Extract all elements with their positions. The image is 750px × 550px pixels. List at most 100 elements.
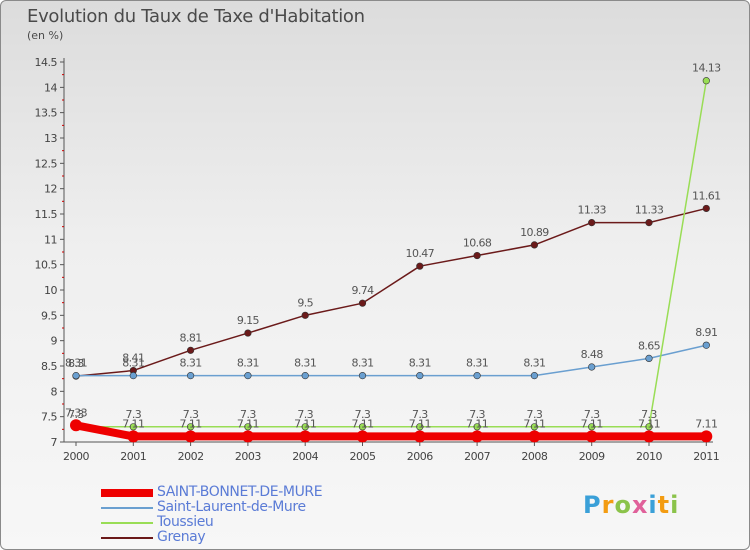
legend-item-toussieu: Toussieu [101,515,322,530]
data-label: 8.81 [180,331,202,344]
x-tick-label: 2001 [120,450,146,463]
data-label: 7.3 [183,408,199,421]
y-tick-label: 7.5 [41,411,57,424]
data-point [530,423,539,431]
data-point [416,423,424,431]
data-point [241,430,254,443]
data-point [643,430,655,443]
legend-label-saint-bonnet-de-mure: SAINT-BONNET-DE-MURE [157,484,323,500]
y-tick-label: 13.5 [35,107,58,120]
data-label: 8.31 [466,357,488,370]
data-label: 11.33 [577,204,606,217]
data-point [127,430,140,443]
x-tick-label: 2011 [693,450,719,463]
y-tick-label: 12.5 [35,157,58,170]
data-label: 8.31 [122,357,144,370]
y-tick-label: 11 [44,233,57,246]
legend-label-toussieu: Toussieu [157,514,214,530]
data-point [358,423,367,431]
chart-legend: SAINT-BONNET-DE-MURE Saint-Laurent-de-Mu… [101,484,323,545]
data-point [358,299,367,307]
logo-letter: P [583,491,602,519]
data-label: 7.11 [409,417,431,430]
legend-swatch-grenay [101,536,153,539]
data-point [187,423,195,431]
data-label: 11.33 [635,204,664,217]
chart-subtitle: (en %) [27,29,64,42]
data-label: 7.11 [294,417,316,430]
data-label: 8.91 [695,326,717,339]
data-point [702,341,710,349]
data-label: 7.3 [125,408,141,421]
data-point [413,430,426,443]
data-label: 10.89 [520,226,549,239]
legend-item-saint-laurent-de-mure: Saint-Laurent-de-Mure [101,500,322,515]
data-point [530,241,539,249]
data-point [588,363,596,371]
data-point [645,423,653,431]
x-tick-label: 2008 [521,450,547,463]
data-point [588,219,596,227]
logo-letter: r [601,491,615,519]
logo-letter: t [657,491,671,519]
logo-letter: o [614,491,632,519]
data-label: 8.65 [638,339,661,352]
data-label: 7.33 [65,406,88,419]
legend-swatch-saint-laurent-de-mure [101,506,153,509]
data-label: 7.11 [180,417,202,430]
data-label: 7.3 [297,408,313,421]
data-label: 7.11 [122,417,144,430]
data-point [187,372,195,380]
data-label: 8.31 [180,357,202,370]
data-point [530,372,539,380]
proxiti-logo: Proxiti [583,491,679,519]
data-point [416,262,424,270]
data-point [700,430,713,443]
series-line-1 [75,344,708,377]
x-tick-label: 2007 [464,450,490,463]
data-label: 7.3 [412,408,428,421]
y-tick-label: 9 [51,335,58,348]
y-tick-label: 8.5 [41,360,57,373]
x-tick-label: 2004 [292,450,318,463]
data-point [184,430,197,443]
data-point [473,372,481,380]
legend-label-saint-laurent-de-mure: Saint-Laurent-de-Mure [157,499,306,515]
y-tick-label: 14.5 [35,56,58,69]
data-point [301,372,309,380]
data-label: 7.11 [695,417,717,430]
legend-item-saint-bonnet-de-mure: SAINT-BONNET-DE-MURE [101,484,323,500]
x-tick-label: 2006 [407,450,433,463]
data-label: 8.48 [581,348,604,361]
y-tick-label: 7 [51,436,58,449]
y-tick-label: 10 [44,284,57,297]
data-label: 7.11 [351,417,373,430]
y-tick-label: 12 [44,183,57,196]
logo-letter: i [648,491,658,519]
data-label: 8.31 [65,357,87,370]
data-point [702,77,710,85]
data-point [301,311,309,319]
x-tick-label: 2002 [178,450,204,463]
data-point [585,430,598,443]
legend-swatch-toussieu [101,521,153,524]
data-label: 8.31 [237,357,259,370]
data-label: 7.3 [68,408,84,421]
legend-label-grenay: Grenay [157,529,206,545]
data-label: 8.31 [409,357,431,370]
data-label: 8.41 [122,352,144,365]
data-point [72,372,80,380]
data-point [70,419,82,432]
y-tick-label: 11.5 [35,208,58,221]
series-line-2 [75,79,708,428]
x-tick-label: 2000 [63,450,89,463]
data-point [244,329,252,337]
data-label: 11.61 [692,189,721,202]
data-point [416,372,424,380]
data-label: 7.3 [469,408,485,421]
logo-letter: i [670,491,680,519]
data-label: 10.68 [463,237,492,250]
data-point [301,423,309,431]
